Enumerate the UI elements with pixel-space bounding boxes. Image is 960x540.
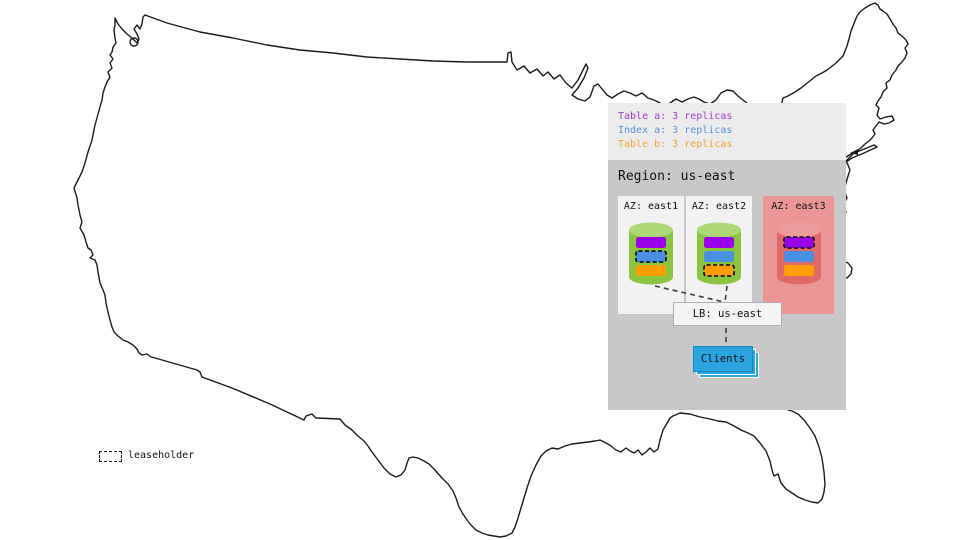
az-label: AZ: east3 bbox=[771, 201, 826, 212]
replica-bar-index-a-leaseholder bbox=[635, 250, 667, 263]
replica-bar-index-a bbox=[704, 251, 734, 262]
az-box-east2: AZ: east2 bbox=[686, 196, 752, 314]
puget-sound-inlet bbox=[129, 37, 139, 47]
load-balancer-box: LB: us-east bbox=[673, 302, 782, 326]
replica-bar-table-a bbox=[704, 237, 734, 248]
replica-bar-index-a bbox=[783, 251, 814, 262]
az-label: AZ: east1 bbox=[623, 201, 679, 212]
leaseholder-key-label: leaseholder bbox=[128, 450, 195, 461]
legend-item: Table a: 3 replicas bbox=[618, 111, 733, 122]
az-box-east3: AZ: east3 bbox=[763, 196, 834, 314]
az-box-east1: AZ: east1 bbox=[618, 196, 684, 314]
replica-bar-table-a-leaseholder bbox=[782, 236, 815, 249]
db-node-cylinder bbox=[629, 222, 673, 285]
long-island-arrow bbox=[850, 149, 858, 155]
replica-bar-table-b bbox=[783, 265, 814, 276]
replica-legend-items: Table a: 3 replicas Index a: 3 replicas Ta… bbox=[618, 110, 846, 152]
replica-bar-table-a bbox=[636, 237, 666, 248]
replica-bar-table-b-leaseholder bbox=[703, 264, 735, 277]
region-title: Region: us-east bbox=[618, 169, 736, 184]
replica-bar-table-b bbox=[636, 265, 666, 276]
replica-legend-panel: Table a: 3 replicas Index a: 3 replicas Ta… bbox=[608, 103, 846, 160]
clients-box: Clients bbox=[693, 346, 753, 372]
legend-item: Index a: 3 replicas bbox=[618, 125, 733, 136]
leaseholder-key-swatch bbox=[99, 451, 122, 462]
db-node-cylinder bbox=[697, 222, 741, 285]
db-node-cylinder bbox=[776, 222, 821, 285]
legend-item: Table b: 3 replicas bbox=[618, 139, 733, 150]
region-panel: Region: us-east AZ: east1 AZ: east2 AZ: … bbox=[608, 160, 846, 410]
az-label: AZ: east2 bbox=[691, 201, 747, 212]
